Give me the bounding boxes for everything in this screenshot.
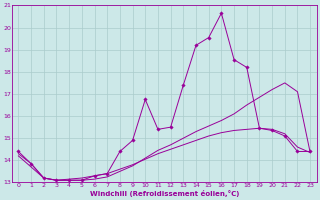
X-axis label: Windchill (Refroidissement éolien,°C): Windchill (Refroidissement éolien,°C) — [90, 190, 239, 197]
